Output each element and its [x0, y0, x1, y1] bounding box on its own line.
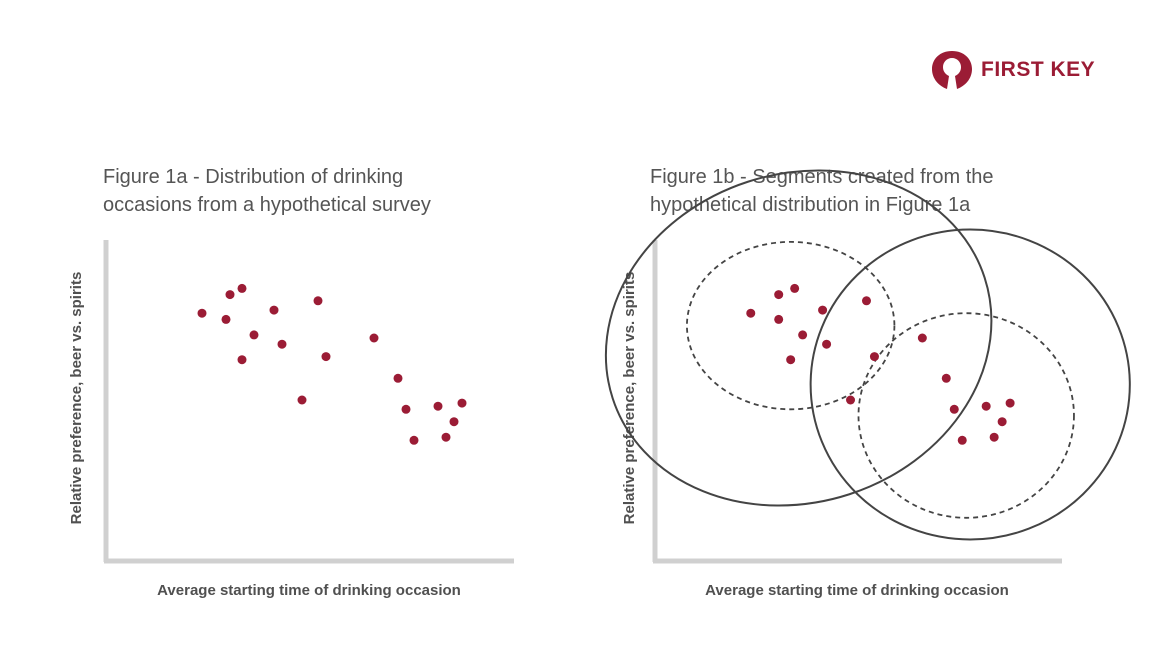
scatter-point-19 — [1005, 398, 1015, 408]
scatter-point-7 — [269, 305, 279, 315]
keyhole-icon — [932, 51, 972, 89]
scatter-point-8 — [277, 339, 287, 349]
scatter-point-14 — [949, 404, 959, 414]
figure-1b-x-label: Average starting time of drinking occasi… — [705, 582, 1009, 599]
scatter-point-11 — [846, 395, 856, 405]
figure-1a-title-line-1: Figure 1a - Distribution of drinking — [103, 166, 404, 188]
figure-1a-chart: Average starting time of drinking occasi… — [68, 240, 514, 599]
scatter-point-18 — [449, 417, 459, 427]
scatter-point-4 — [237, 283, 247, 293]
scatter-point-16 — [981, 401, 991, 411]
scatter-point-12 — [369, 333, 379, 343]
scatter-point-5 — [249, 330, 259, 340]
figure-1b-points — [746, 283, 1015, 445]
scatter-point-4 — [790, 283, 800, 293]
scatter-point-13 — [941, 373, 951, 383]
segment-ellipse-1 — [604, 169, 993, 507]
logo-text: FIRST KEY — [981, 58, 1096, 81]
scatter-point-14 — [401, 404, 411, 414]
scatter-point-3 — [774, 290, 784, 300]
scatter-point-15 — [409, 435, 419, 445]
scatter-point-6 — [237, 355, 247, 365]
scatter-point-1 — [746, 308, 756, 318]
figure-1b-chart: Average starting time of drinking occasi… — [604, 169, 1131, 599]
figure-1b-y-label: Relative preference, beer vs. spirits — [621, 272, 638, 525]
scatter-point-10 — [321, 352, 331, 362]
scatter-point-13 — [393, 373, 403, 383]
segment-ellipse-4 — [857, 312, 1075, 519]
segment-ellipse-3 — [809, 228, 1131, 541]
figure-1a-y-label: Relative preference, beer vs. spirits — [68, 272, 85, 525]
figure-1b-title: Figure 1b - Segments created from the hy… — [650, 163, 994, 219]
scatter-point-8 — [822, 339, 832, 349]
figure-1a-x-label: Average starting time of drinking occasi… — [157, 582, 461, 599]
scatter-point-9 — [313, 296, 323, 306]
scatter-point-7 — [818, 305, 828, 315]
scatter-point-19 — [457, 398, 467, 408]
scatter-point-9 — [861, 296, 871, 306]
scatter-point-18 — [997, 417, 1007, 427]
scatter-point-3 — [225, 290, 235, 300]
figure-1a-title-line-2: occasions from a hypothetical survey — [103, 194, 431, 216]
scatter-point-2 — [774, 314, 784, 324]
scatter-point-1 — [197, 308, 207, 318]
scatter-point-11 — [297, 395, 307, 405]
scatter-point-17 — [441, 432, 451, 442]
scatter-point-2 — [221, 314, 231, 324]
figure-1a-points — [197, 283, 467, 445]
scatter-point-16 — [433, 401, 443, 411]
segment-ellipse-2 — [686, 241, 896, 411]
first-key-logo: FIRST KEY — [931, 50, 1095, 90]
scatter-point-10 — [869, 352, 879, 362]
figure-1b-segments — [604, 169, 1131, 541]
scatter-point-17 — [989, 432, 999, 442]
figure-1b-title-line-1: Figure 1b - Segments created from the — [650, 166, 994, 188]
scatter-point-12 — [917, 333, 927, 343]
scatter-point-15 — [957, 435, 967, 445]
scatter-point-5 — [798, 330, 808, 340]
figure-1b-title-line-2: hypothetical distribution in Figure 1a — [650, 194, 971, 216]
figure-1a-title: Figure 1a - Distribution of drinking occ… — [103, 163, 431, 219]
scatter-point-6 — [786, 355, 796, 365]
